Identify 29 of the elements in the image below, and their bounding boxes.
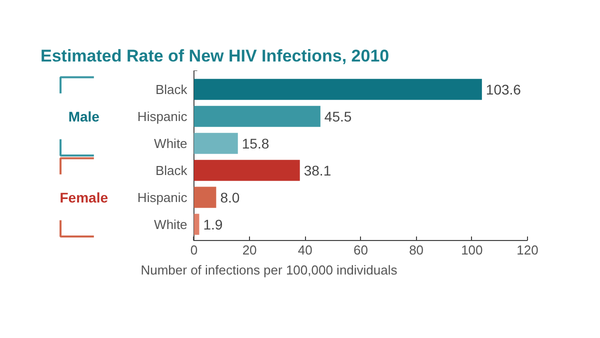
- data-label: 103.6: [486, 81, 522, 98]
- x-tick-label: 80: [409, 242, 424, 258]
- bar: [194, 106, 320, 127]
- data-label: 45.5: [324, 108, 352, 124]
- bar: [194, 214, 200, 235]
- data-label: 1.9: [203, 216, 223, 232]
- data-label: 8.0: [220, 189, 240, 206]
- y-tick-label: Hispanic: [137, 108, 188, 124]
- x-tick-label: 20: [242, 242, 257, 258]
- chart-title: Estimated Rate of New HIV Infections, 2010: [40, 46, 390, 66]
- y-tick-label: Black: [155, 82, 188, 97]
- bar: [194, 132, 238, 154]
- x-tick-label: 60: [353, 242, 368, 258]
- x-tick-label: 120: [516, 242, 538, 258]
- x-tick-label: 0: [190, 242, 198, 258]
- x-tick-label: 100: [461, 242, 483, 258]
- data-label: 15.8: [242, 135, 270, 152]
- bar: [194, 78, 482, 100]
- text: Male: [68, 108, 100, 124]
- y-tick-label: White: [154, 136, 188, 151]
- y-tick-label: Black: [155, 162, 188, 178]
- data-label: 38.1: [304, 162, 332, 178]
- x-axis-title: Number of infections per 100,000 individuals: [140, 262, 398, 278]
- bar: [194, 160, 300, 181]
- x-tick-label: 40: [298, 242, 312, 258]
- y-tick-label: White: [154, 216, 188, 232]
- text: Female: [60, 189, 108, 206]
- bar: [194, 186, 216, 208]
- y-tick-label: Hispanic: [137, 190, 188, 205]
